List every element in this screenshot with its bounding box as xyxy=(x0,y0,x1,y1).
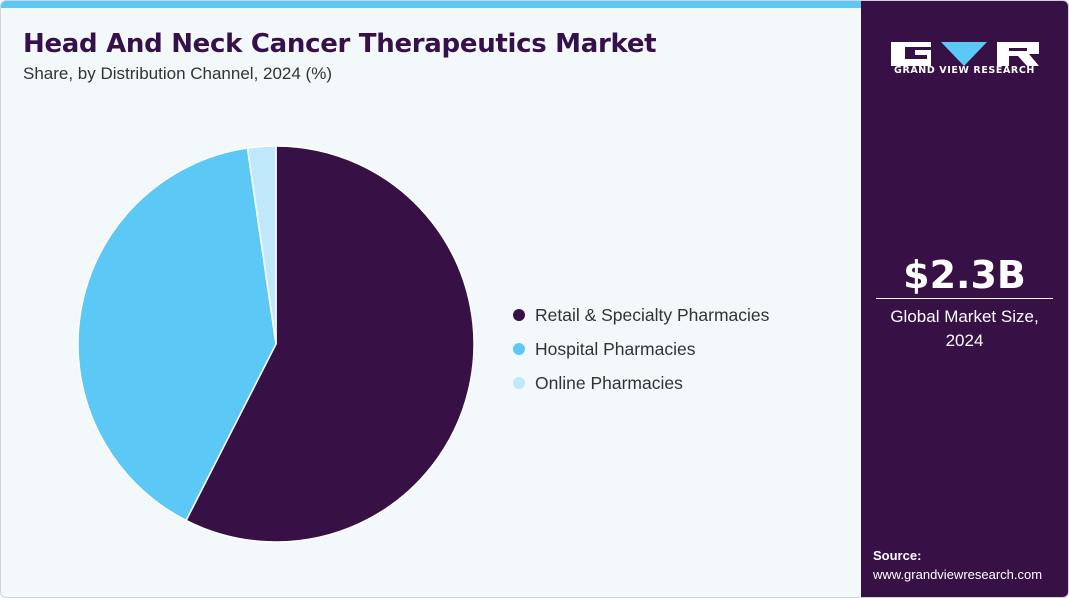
legend-item-hospital-pharmacies: Hospital Pharmacies xyxy=(513,332,769,366)
source-label: Source: xyxy=(873,548,922,563)
pie-slice-hospital-pharmacies xyxy=(77,147,277,522)
pie-slice-retail-specialty-pharmacies xyxy=(185,145,475,543)
market-size-value: $2.3B xyxy=(903,253,1026,297)
legend-label: Retail & Specialty Pharmacies xyxy=(535,304,770,325)
legend-swatch xyxy=(513,377,525,389)
top-accent-bar xyxy=(1,1,861,8)
legend-swatch xyxy=(513,309,525,321)
legend-item-online-pharmacies: Online Pharmacies xyxy=(513,366,769,400)
chart-subtitle: Share, by Distribution Channel, 2024 (%) xyxy=(23,64,332,83)
market-size-label: Global Market Size, 2024 xyxy=(890,307,1039,350)
pie-slice-online-pharmacies xyxy=(246,145,277,345)
legend-item-retail-specialty-pharmacies: Retail & Specialty Pharmacies xyxy=(513,298,769,332)
pie-chart xyxy=(77,145,475,543)
info-sidebar: GRAND VIEW RESEARCH $2.3B Global Market … xyxy=(861,1,1068,597)
logo-wordmark: GRAND VIEW RESEARCH xyxy=(894,65,1035,76)
chart-legend: Retail & Specialty Pharmacies Hospital Ph… xyxy=(513,298,769,400)
value-divider xyxy=(876,298,1053,299)
legend-swatch xyxy=(513,343,525,355)
chart-title: Head And Neck Cancer Therapeutics Market xyxy=(23,29,657,59)
legend-label: Online Pharmacies xyxy=(535,372,683,393)
grand-view-research-logo xyxy=(891,42,1039,66)
source-link[interactable]: www.grandviewresearch.com xyxy=(873,567,1043,582)
legend-label: Hospital Pharmacies xyxy=(535,338,696,359)
